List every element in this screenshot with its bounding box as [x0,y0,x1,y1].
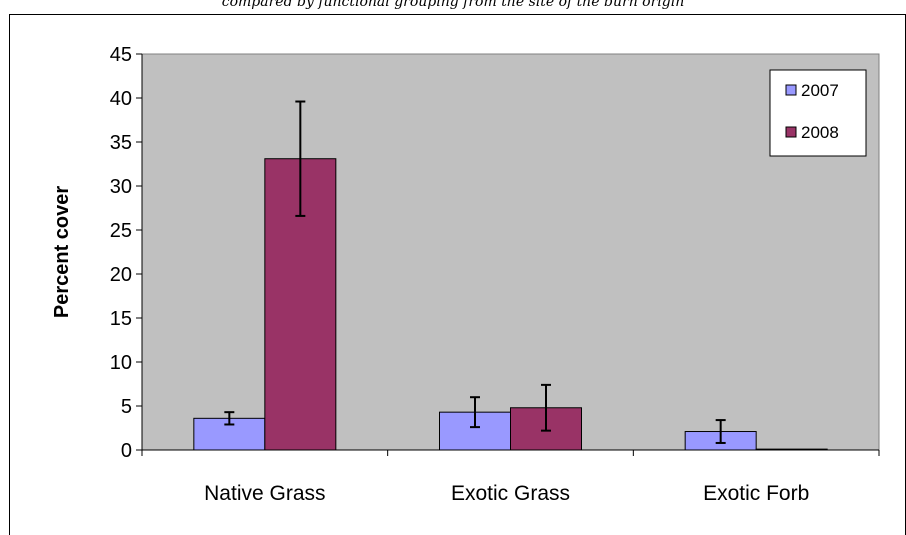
plot-area [141,53,880,451]
x-category-label: Native Grass [204,482,325,505]
legend: 2007 2008 [769,69,867,157]
bar-2008-2 [755,448,828,451]
x-category-label: Exotic Grass [451,482,570,505]
y-tick-label: 30 [110,176,132,198]
figure-caption: compared by functional grouping from the… [221,0,685,10]
y-tick-label: 35 [110,132,132,154]
y-tick-label: 10 [110,352,132,374]
y-tick-label: 40 [110,88,132,110]
legend-swatch-2008 [785,126,797,138]
y-tick-label: 20 [110,264,132,286]
y-axis-ticks: 0 5 10 15 20 25 30 35 40 45 [110,44,143,462]
legend-swatch-2007 [785,84,797,96]
y-tick-label: 5 [121,396,132,418]
y-tick-label: 45 [110,44,132,66]
y-tick-label: 0 [121,440,132,462]
y-tick-label: 25 [110,220,132,242]
bar-2007-0 [193,417,266,451]
x-category-label: Exotic Forb [703,482,809,505]
y-tick-label: 15 [110,308,132,330]
x-axis: Native Grass Exotic Grass Exotic Forb [141,449,880,505]
legend-label: 2007 [801,81,839,100]
error-bars [224,100,726,444]
y-axis-label: Percent cover [51,186,73,319]
legend-box [769,69,867,157]
legend-label: 2008 [801,123,839,142]
